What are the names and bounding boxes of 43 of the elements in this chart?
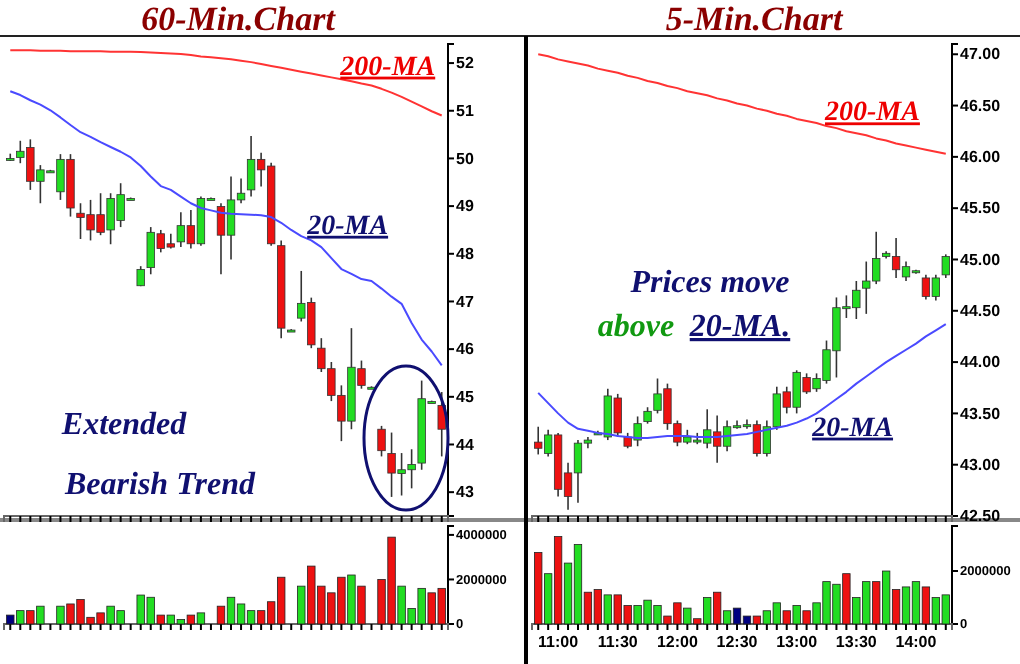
y-tick-label: 47 [456, 292, 475, 311]
y-tick-label: 51 [456, 101, 475, 120]
series-label: 200-MA [338, 52, 436, 83]
y-tick-label: 45 [456, 387, 475, 406]
x-tick-label: 11:00 [538, 633, 580, 652]
annotation: 20-MA. [687, 310, 791, 344]
y-tick-label: 45.50 [960, 199, 1002, 218]
series-label: 200-MA [823, 98, 920, 129]
y-tick-label: 43 [456, 483, 475, 502]
annotation: Extended [59, 408, 189, 442]
y-tick-label: 52 [456, 54, 475, 73]
x-tick-label: 13:30 [835, 633, 878, 652]
y-tick-label: 44.50 [960, 301, 1002, 320]
y-tick-label: 44 [456, 435, 475, 454]
candlestick [377, 425, 386, 458]
y-tick-label: 45.00 [960, 250, 1002, 269]
y-tick-label: 47.00 [960, 45, 1002, 64]
chart-title: 60-Min.Chart [141, 0, 338, 38]
x-tick-label: 12:30 [716, 633, 759, 652]
x-tick-label: 12:00 [656, 633, 699, 652]
candlestick [941, 253, 950, 279]
y-tick-label: 49 [456, 197, 475, 216]
y-tick-label: 43.50 [960, 404, 1002, 423]
x-tick-label: 14:00 [895, 633, 938, 652]
y-tick-label: 42.50 [960, 507, 1002, 526]
y-tick-label: 46.50 [960, 96, 1002, 115]
annotation: above [597, 310, 675, 344]
annotation: Prices move [628, 266, 790, 300]
y-tick-label: 48 [456, 244, 475, 263]
annotation: Bearish Trend [63, 468, 257, 502]
series-label: 20-MA [810, 413, 894, 444]
chart-title: 5-Min.Chart [665, 0, 845, 38]
y-tick-label: 50 [456, 149, 475, 168]
y-tick-label: 44.00 [960, 353, 1002, 372]
line-series [9, 90, 443, 367]
x-tick-label: 13:00 [776, 633, 819, 652]
y-tick-label: 43.00 [960, 455, 1002, 474]
line-series [9, 49, 443, 117]
series-label: 20-MA [305, 211, 389, 242]
y-tick-label: 46.00 [960, 147, 1002, 166]
y-tick-label: 46 [456, 340, 475, 359]
x-tick-label: 11:30 [597, 633, 639, 652]
line-series [537, 53, 947, 155]
